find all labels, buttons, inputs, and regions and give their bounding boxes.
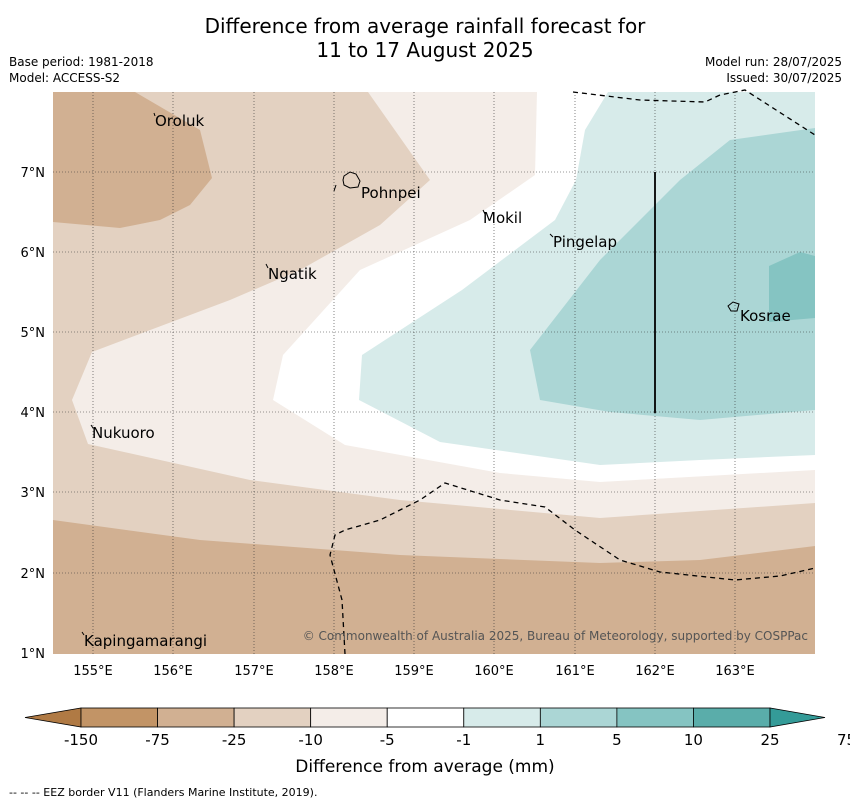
longitude-labels: 155°E 156°E 157°E 158°E 159°E 160°E 161°… [73, 664, 755, 679]
colorbar-tick-label: 25 [760, 731, 779, 749]
place-label-mokil: Mokil [483, 209, 522, 227]
colorbar-extend-high [769, 707, 826, 728]
colorbar-segment [80, 707, 158, 728]
colorbar-title: Difference from average (mm) [295, 757, 554, 777]
eez-borders [329, 89, 816, 655]
map-title-line-1: Difference from average rainfall forecas… [204, 14, 646, 38]
lon-label: 162°E [635, 664, 675, 679]
ngatik-atoll [265, 263, 269, 269]
kapingamarangi-atoll [81, 631, 85, 636]
lon-label: 163°E [715, 664, 755, 679]
colorbar-tick-label: 5 [612, 731, 622, 749]
colorbar-tick-label: 10 [684, 731, 703, 749]
issued-label: Issued: 30/07/2025 [726, 71, 842, 85]
colorbar-segment [463, 707, 541, 728]
colorbar-segment [539, 707, 618, 728]
lat-label: 2°N [21, 567, 46, 582]
lat-label: 4°N [21, 406, 46, 421]
lon-label: 157°E [234, 664, 274, 679]
contour-wet-moderate [530, 128, 815, 420]
colorbar-segment [693, 707, 771, 728]
latitude-labels: 7°N 6°N 5°N 4°N 3°N 2°N 1°N [21, 166, 46, 662]
colorbar-extend-low [24, 707, 82, 728]
colorbar-legend: -150-75-25-10-5-115102575150 [24, 707, 850, 749]
colorbar-segment [386, 707, 465, 728]
colorbar-segment [616, 707, 694, 728]
pingelap-atoll [549, 233, 554, 238]
lon-label: 159°E [394, 664, 434, 679]
copyright-notice: © Commonwealth of Australia 2025, Bureau… [303, 629, 808, 643]
mokil-atoll [482, 209, 486, 215]
lon-label: 161°E [555, 664, 595, 679]
place-label-pohnpei: Pohnpei [361, 184, 421, 202]
colorbar-tick-label: -25 [222, 731, 247, 749]
map-title-line-2: 11 to 17 August 2025 [316, 38, 534, 62]
colorbar-segment [310, 707, 388, 728]
model-label: Model: ACCESS-S2 [9, 71, 121, 85]
lon-label: 155°E [73, 664, 113, 679]
colorbar-tick-label: 75 [837, 731, 850, 749]
lat-label: 1°N [21, 647, 46, 662]
lon-label: 160°E [474, 664, 514, 679]
kosrae-island [727, 301, 740, 312]
contour-dry-strong-south [53, 520, 815, 654]
pohnpei-island-detail [333, 184, 337, 192]
place-label-pingelap: Pingelap [553, 233, 617, 251]
colorbar-tick-label: -150 [64, 731, 98, 749]
nukuoro-atoll [90, 424, 94, 429]
place-label-ngatik: Ngatik [268, 265, 317, 283]
colorbar-tick-label: -10 [298, 731, 323, 749]
place-label-nukuoro: Nukuoro [92, 424, 155, 442]
lon-label: 158°E [314, 664, 354, 679]
oroluk-atoll [153, 112, 156, 117]
lat-label: 5°N [21, 326, 46, 341]
colorbar-tick-label: 1 [536, 731, 546, 749]
colorbar-tick-label: -75 [145, 731, 170, 749]
eez-footnote: -- -- -- EEZ border V11 (Flanders Marine… [9, 786, 318, 799]
lat-label: 3°N [21, 486, 46, 501]
contour-layer [53, 92, 815, 654]
place-label-kosrae: Kosrae [740, 307, 791, 325]
place-labels: Oroluk Pohnpei Mokil Pingelap Ngatik Kos… [84, 112, 791, 650]
lon-label: 156°E [153, 664, 193, 679]
lat-label: 7°N [21, 166, 46, 181]
place-label-kapingamarangi: Kapingamarangi [84, 632, 207, 650]
pohnpei-island [342, 171, 361, 189]
colorbar-segment [233, 707, 312, 728]
place-label-oroluk: Oroluk [155, 112, 204, 130]
colorbar-tick-label: -5 [380, 731, 395, 749]
lat-label: 6°N [21, 246, 46, 261]
model-run-label: Model run: 28/07/2025 [704, 55, 842, 69]
contour-wet-strong [769, 252, 815, 322]
islands [81, 112, 740, 636]
base-period-label: Base period: 1981-2018 [9, 55, 154, 69]
colorbar-segment [157, 707, 235, 728]
colorbar-tick-label: -1 [456, 731, 471, 749]
